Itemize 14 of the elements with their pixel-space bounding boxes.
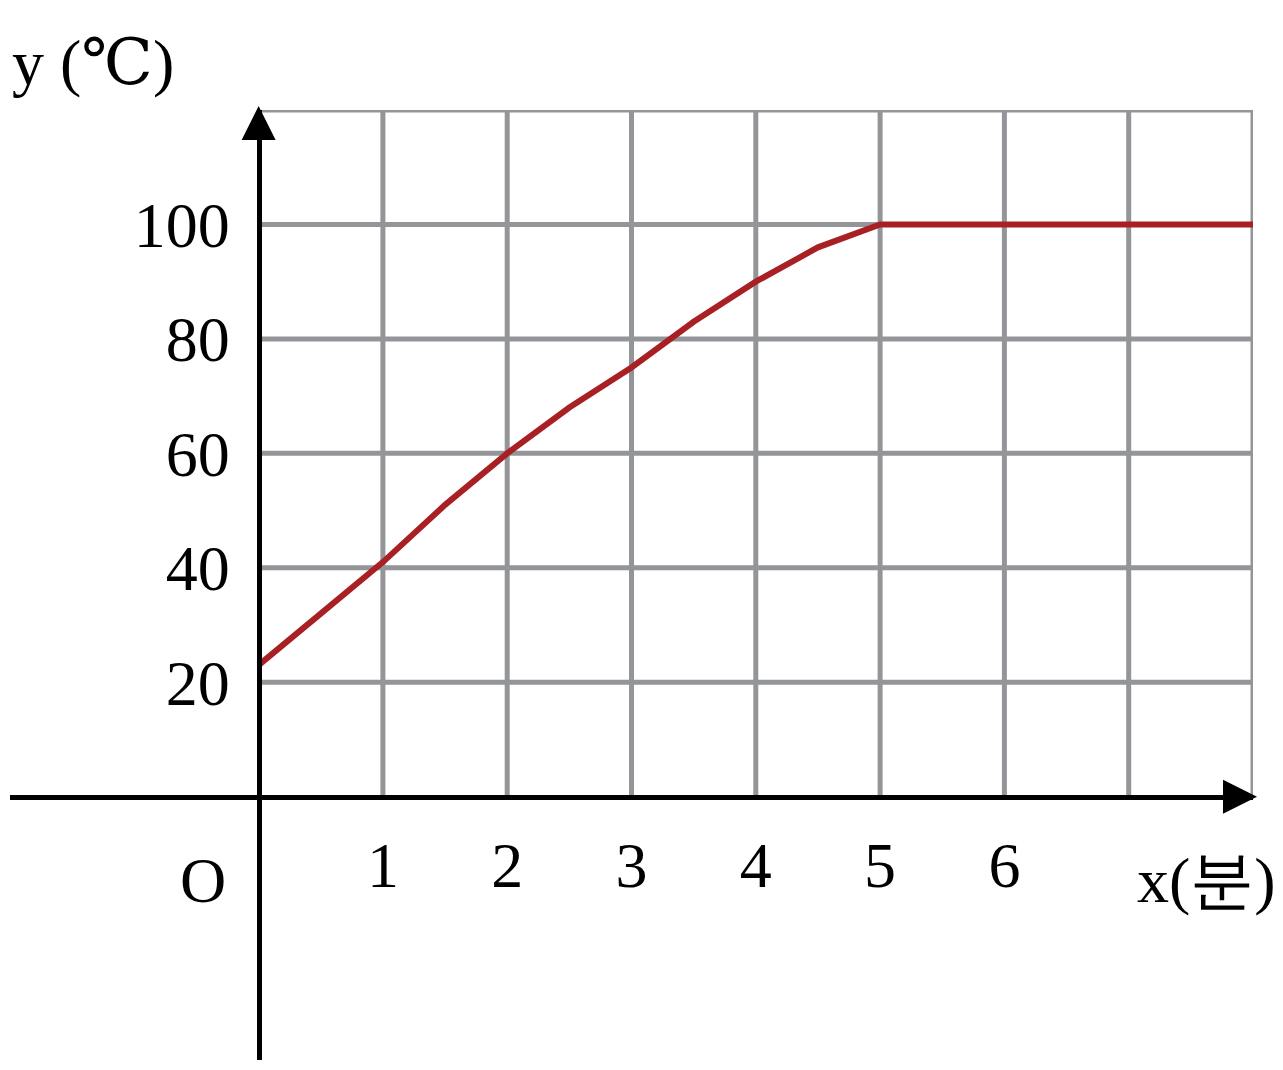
y-tick-label: 80 <box>165 304 230 376</box>
x-tick-label: 6 <box>988 829 1021 901</box>
x-tick-label: 2 <box>491 829 524 901</box>
x-axis-title: x(분) <box>1137 845 1276 916</box>
x-tick-label: 4 <box>739 829 772 901</box>
y-tick-label: 20 <box>165 647 230 719</box>
y-axis-title: y (℃) <box>12 27 175 98</box>
x-tick-label: 5 <box>864 829 897 901</box>
y-tick-label: 40 <box>165 533 230 605</box>
y-tick-label: 100 <box>133 189 230 261</box>
y-tick-label: 60 <box>165 418 230 490</box>
x-tick-label: 3 <box>615 829 648 901</box>
x-tick-label: 1 <box>366 829 399 901</box>
annotation: O <box>180 845 227 916</box>
